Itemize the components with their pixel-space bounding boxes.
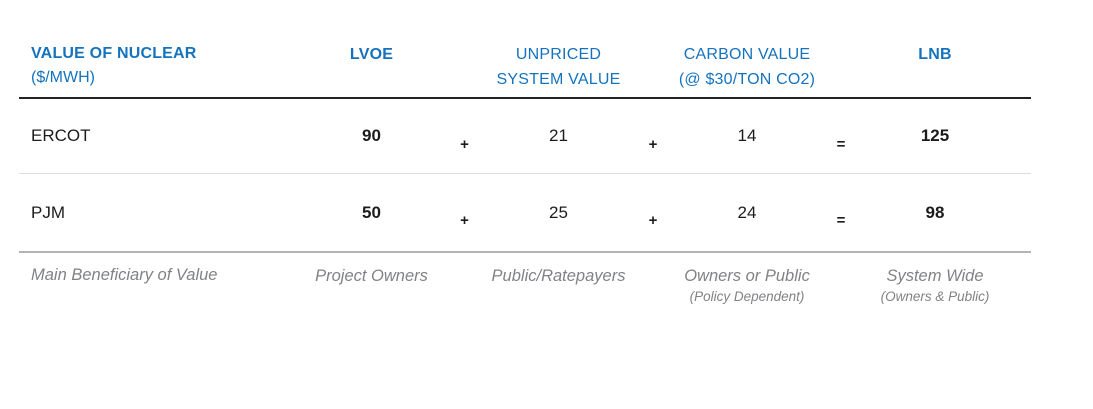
beneficiary-text: Owners or Public: [684, 267, 810, 285]
footer-owners-or-public: Owners or Public (Policy Dependent): [684, 266, 810, 306]
footer-public-ratepayers: Public/Ratepayers: [492, 266, 626, 287]
equals-operator: =: [836, 135, 846, 153]
table-row-ercot: ERCOT 90 + 21 + 14 = 125: [19, 99, 1031, 174]
carbon-value: 14: [737, 126, 757, 145]
row-label: ERCOT: [31, 126, 91, 145]
beneficiary-text: Project Owners: [315, 267, 428, 285]
lvoe-value: 90: [362, 126, 381, 145]
lnb-value: 98: [925, 202, 945, 222]
plus-operator: +: [648, 135, 658, 153]
owners-and-public-note: (Owners & Public): [880, 289, 990, 304]
column-header-unpriced-system-value: UNPRICED SYSTEM VALUE: [496, 46, 621, 88]
beneficiary-footer-row: Main Beneficiary of Value Project Owners…: [19, 253, 1031, 306]
row-label: PJM: [31, 202, 65, 222]
column-header-lnb: LNB: [918, 46, 952, 63]
column-header-carbon-value: CARBON VALUE (@ $30/TON CO2): [678, 46, 816, 88]
table-units: ($/MWH): [31, 69, 95, 86]
lnb-value: 125: [920, 126, 950, 145]
table-header-row: VALUE OF NUCLEAR ($/MWH) LVOE UNPRICED S…: [19, 40, 1031, 99]
unpriced-system-value: 25: [549, 202, 568, 222]
table: VALUE OF NUCLEAR ($/MWH) LVOE UNPRICED S…: [19, 40, 1031, 306]
beneficiary-text: Public/Ratepayers: [491, 267, 626, 285]
lvoe-value: 50: [362, 202, 381, 222]
equals-operator: =: [836, 212, 846, 229]
footer-label: Main Beneficiary of Value: [31, 266, 218, 284]
footer-project-owners: Project Owners: [315, 266, 428, 287]
column-header-lvoe: LVOE: [349, 46, 394, 63]
carbon-value: 24: [737, 202, 757, 222]
plus-operator: +: [460, 135, 469, 153]
table-row-pjm: PJM 50 + 25 + 24 = 98: [19, 174, 1031, 253]
beneficiary-text: System Wide: [886, 267, 984, 285]
policy-dependent-note: (Policy Dependent): [689, 289, 805, 304]
table-title: VALUE OF NUCLEAR: [31, 45, 197, 62]
table-title-block: VALUE OF NUCLEAR ($/MWH): [19, 40, 197, 90]
plus-operator: +: [460, 212, 469, 229]
unpriced-system-value: 21: [549, 126, 568, 145]
footer-system-wide: System Wide (Owners & Public): [881, 266, 990, 306]
plus-operator: +: [648, 212, 658, 229]
